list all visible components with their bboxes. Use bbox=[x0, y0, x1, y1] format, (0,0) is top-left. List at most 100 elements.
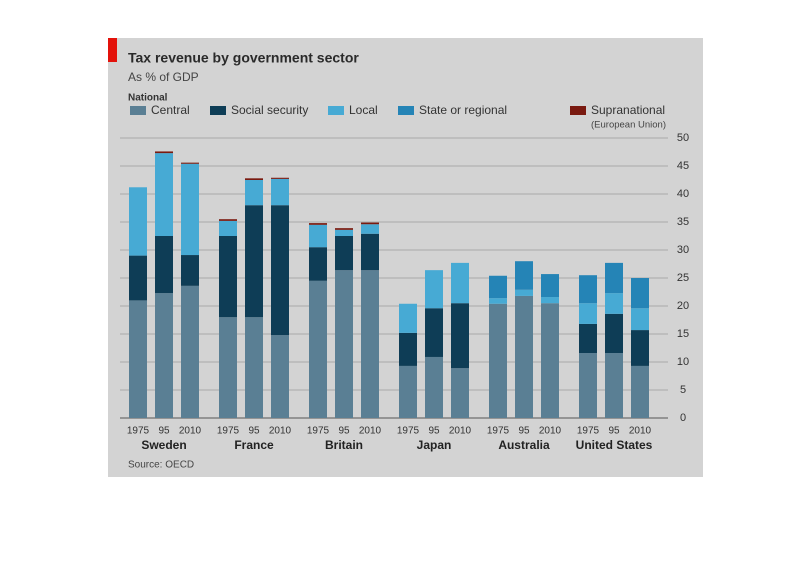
y-tick-label: 50 bbox=[677, 132, 689, 144]
bar-segment bbox=[605, 262, 623, 294]
bar-segment bbox=[335, 229, 353, 236]
bar-segment bbox=[181, 162, 199, 164]
bar-segment bbox=[361, 224, 379, 234]
red-tag bbox=[108, 38, 117, 62]
bar-segment bbox=[541, 297, 559, 304]
x-tick-label: 1975 bbox=[127, 426, 150, 437]
bar-segment bbox=[129, 300, 147, 418]
bar-segment bbox=[155, 236, 173, 294]
bar-segment bbox=[631, 365, 649, 418]
legend-label: State or regional bbox=[419, 103, 507, 117]
bar-segment bbox=[515, 289, 533, 296]
bar-segment bbox=[245, 317, 263, 418]
bar-segment bbox=[335, 236, 353, 271]
bar-segment bbox=[361, 222, 379, 225]
bar-segment bbox=[219, 236, 237, 318]
bar-segment bbox=[515, 261, 533, 290]
legend-group: National bbox=[128, 93, 168, 104]
bar-segment bbox=[181, 163, 199, 256]
y-tick-label: 0 bbox=[680, 412, 686, 424]
bar-segment bbox=[425, 308, 443, 357]
x-tick-label: 2010 bbox=[269, 426, 292, 437]
y-tick-label: 10 bbox=[677, 356, 689, 368]
legend-label: Social security bbox=[231, 103, 308, 117]
bar-segment bbox=[335, 228, 353, 230]
bar-segment bbox=[579, 275, 597, 304]
bar-segment bbox=[515, 295, 533, 418]
y-tick-label: 25 bbox=[677, 272, 689, 284]
bar-segment bbox=[309, 223, 327, 225]
group-label: United States bbox=[576, 438, 653, 452]
y-tick-label: 5 bbox=[680, 384, 686, 396]
bar-segment bbox=[245, 178, 263, 180]
bar-segment bbox=[309, 280, 327, 418]
legend-swatch bbox=[130, 106, 146, 115]
x-tick-label: 2010 bbox=[359, 426, 382, 437]
bar-segment bbox=[541, 274, 559, 298]
x-tick-label: 1975 bbox=[487, 426, 510, 437]
chart-title: Tax revenue by government sector bbox=[128, 50, 359, 66]
legend-swatch bbox=[210, 106, 226, 115]
x-tick-label: 95 bbox=[428, 426, 440, 437]
bar-segment bbox=[579, 303, 597, 324]
x-tick-label: 1975 bbox=[397, 426, 420, 437]
bar-segment bbox=[245, 180, 263, 206]
bar-segment bbox=[451, 262, 469, 304]
bar-segment bbox=[155, 151, 173, 154]
x-tick-label: 2010 bbox=[539, 426, 562, 437]
bar-segment bbox=[489, 275, 507, 299]
bar-segment bbox=[579, 353, 597, 418]
y-tick-label: 40 bbox=[677, 188, 689, 200]
bar-segment bbox=[309, 224, 327, 248]
legend-label: Supranational bbox=[591, 103, 665, 117]
x-tick-label: 2010 bbox=[179, 426, 202, 437]
bar-segment bbox=[579, 323, 597, 354]
x-tick-label: 1975 bbox=[217, 426, 240, 437]
bar-segment bbox=[271, 177, 289, 179]
bar-segment bbox=[489, 298, 507, 304]
bar-segment bbox=[219, 317, 237, 418]
x-tick-label: 1975 bbox=[577, 426, 600, 437]
bar-segment bbox=[219, 219, 237, 221]
bar-segment bbox=[155, 293, 173, 418]
y-tick-label: 20 bbox=[677, 300, 689, 312]
group-label: Japan bbox=[417, 438, 452, 452]
bar-segment bbox=[361, 233, 379, 271]
bar-segment bbox=[605, 353, 623, 418]
x-tick-label: 95 bbox=[608, 426, 620, 437]
group-label: Sweden bbox=[141, 438, 186, 452]
y-tick-label: 30 bbox=[677, 244, 689, 256]
bar-segment bbox=[155, 153, 173, 236]
bar-segment bbox=[271, 335, 289, 418]
bar-segment bbox=[309, 247, 327, 281]
x-tick-label: 1975 bbox=[307, 426, 330, 437]
legend-note: (European Union) bbox=[591, 120, 666, 131]
legend-swatch bbox=[328, 106, 344, 115]
bar-segment bbox=[245, 205, 263, 318]
chart-subtitle: As % of GDP bbox=[128, 70, 199, 84]
group-label: Britain bbox=[325, 438, 363, 452]
bar-segment bbox=[489, 303, 507, 418]
bar-segment bbox=[605, 293, 623, 314]
bar-segment bbox=[631, 278, 649, 309]
bar-segment bbox=[129, 187, 147, 256]
x-tick-label: 2010 bbox=[629, 426, 652, 437]
x-tick-label: 95 bbox=[518, 426, 530, 437]
bar-segment bbox=[181, 285, 199, 418]
bar-segment bbox=[271, 205, 289, 336]
bar-segment bbox=[425, 356, 443, 418]
group-label: Australia bbox=[498, 438, 550, 452]
bar-segment bbox=[335, 270, 353, 418]
group-label: France bbox=[234, 438, 274, 452]
bar-segment bbox=[425, 270, 443, 309]
bar-segment bbox=[605, 313, 623, 354]
bar-segment bbox=[451, 303, 469, 369]
x-tick-label: 95 bbox=[338, 426, 350, 437]
bar-segment bbox=[541, 303, 559, 418]
y-tick-label: 45 bbox=[677, 160, 689, 172]
bar-segment bbox=[361, 270, 379, 418]
source: Source: OECD bbox=[128, 460, 194, 471]
legend-label: Central bbox=[151, 103, 190, 117]
bar-segment bbox=[219, 220, 237, 236]
